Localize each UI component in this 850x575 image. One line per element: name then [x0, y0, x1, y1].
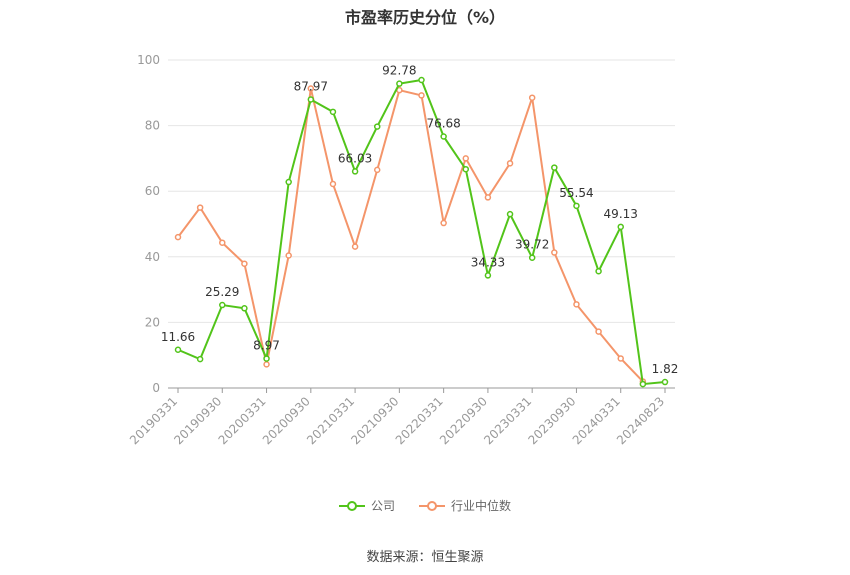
data-label: 1.82 [652, 362, 679, 376]
data-point [440, 133, 447, 140]
data-label: 8.97 [253, 339, 280, 353]
data-label: 25.29 [205, 285, 239, 299]
data-label: 55.54 [559, 186, 593, 200]
data-point [329, 180, 337, 188]
data-point [595, 328, 602, 335]
data-point [307, 85, 315, 92]
data-point [219, 239, 226, 246]
data-label: 49.13 [604, 207, 638, 221]
legend-label: 公司 [370, 499, 395, 513]
grid-lines [168, 59, 675, 389]
data-point [307, 96, 315, 103]
series-lines [174, 76, 669, 388]
data-point [617, 223, 624, 231]
data-point [661, 378, 669, 386]
data-point [285, 178, 292, 186]
data-point [196, 204, 204, 211]
data-label: 92.78 [382, 64, 416, 78]
data-point [573, 202, 580, 210]
y-tick-label: 0 [152, 381, 160, 395]
data-point [462, 155, 470, 162]
y-tick-label: 60 [145, 184, 160, 198]
data-point [196, 355, 204, 363]
data-label: 11.66 [161, 330, 195, 344]
data-point [329, 108, 337, 116]
data-label: 87.97 [294, 79, 328, 93]
data-point [506, 160, 514, 167]
data-point [484, 194, 492, 201]
data-point [440, 219, 447, 227]
data-point [506, 210, 514, 218]
source-note: 数据来源：恒生聚源 [366, 550, 484, 565]
chart-title: 市盈率历史分位（%） [344, 8, 506, 27]
data-point [174, 233, 182, 241]
data-point [351, 243, 359, 250]
data-labels: 11.66 25.29 8.97 87.97 66.03 92.78 76.68 34.33 3… [161, 64, 679, 376]
data-label: 34.33 [471, 255, 505, 269]
data-point [351, 168, 359, 175]
data-point [285, 252, 292, 259]
legend-swatch-marker [346, 500, 357, 511]
data-point [639, 380, 647, 388]
data-point [418, 76, 425, 84]
data-point [241, 305, 248, 312]
data-point [263, 361, 270, 368]
legend-item[interactable]: 公司 [338, 497, 395, 514]
data-label: 39.72 [515, 238, 549, 252]
y-tick-label: 80 [145, 119, 160, 133]
data-point [263, 355, 270, 362]
data-point [373, 123, 381, 130]
data-point [484, 272, 492, 279]
data-point [617, 355, 624, 362]
data-point [573, 301, 580, 308]
y-tick-label: 40 [145, 250, 160, 264]
legend-swatch [419, 500, 445, 511]
legend-item[interactable]: 行业中位数 [419, 497, 511, 514]
data-label: 66.03 [338, 151, 372, 165]
data-point [462, 165, 470, 173]
y-tick-label: 20 [145, 315, 160, 329]
y-tick-label: 100 [137, 53, 160, 67]
data-point [396, 80, 403, 87]
legend-swatch [338, 500, 365, 511]
data-point [528, 254, 536, 261]
data-point [174, 346, 182, 354]
data-label: 76.68 [426, 116, 460, 130]
legend: 公司 行业中位数 [0, 497, 850, 514]
data-point [241, 260, 248, 267]
data-point [595, 267, 602, 275]
data-point [551, 164, 558, 171]
legend-swatch-marker [427, 500, 437, 511]
x-tick-label: 20240823 [614, 394, 667, 447]
data-point [219, 301, 226, 309]
data-point [418, 92, 425, 99]
data-point [551, 249, 558, 256]
legend-label: 行业中位数 [451, 499, 512, 513]
data-point [528, 94, 536, 101]
data-point [373, 166, 381, 174]
series-line [177, 88, 644, 383]
